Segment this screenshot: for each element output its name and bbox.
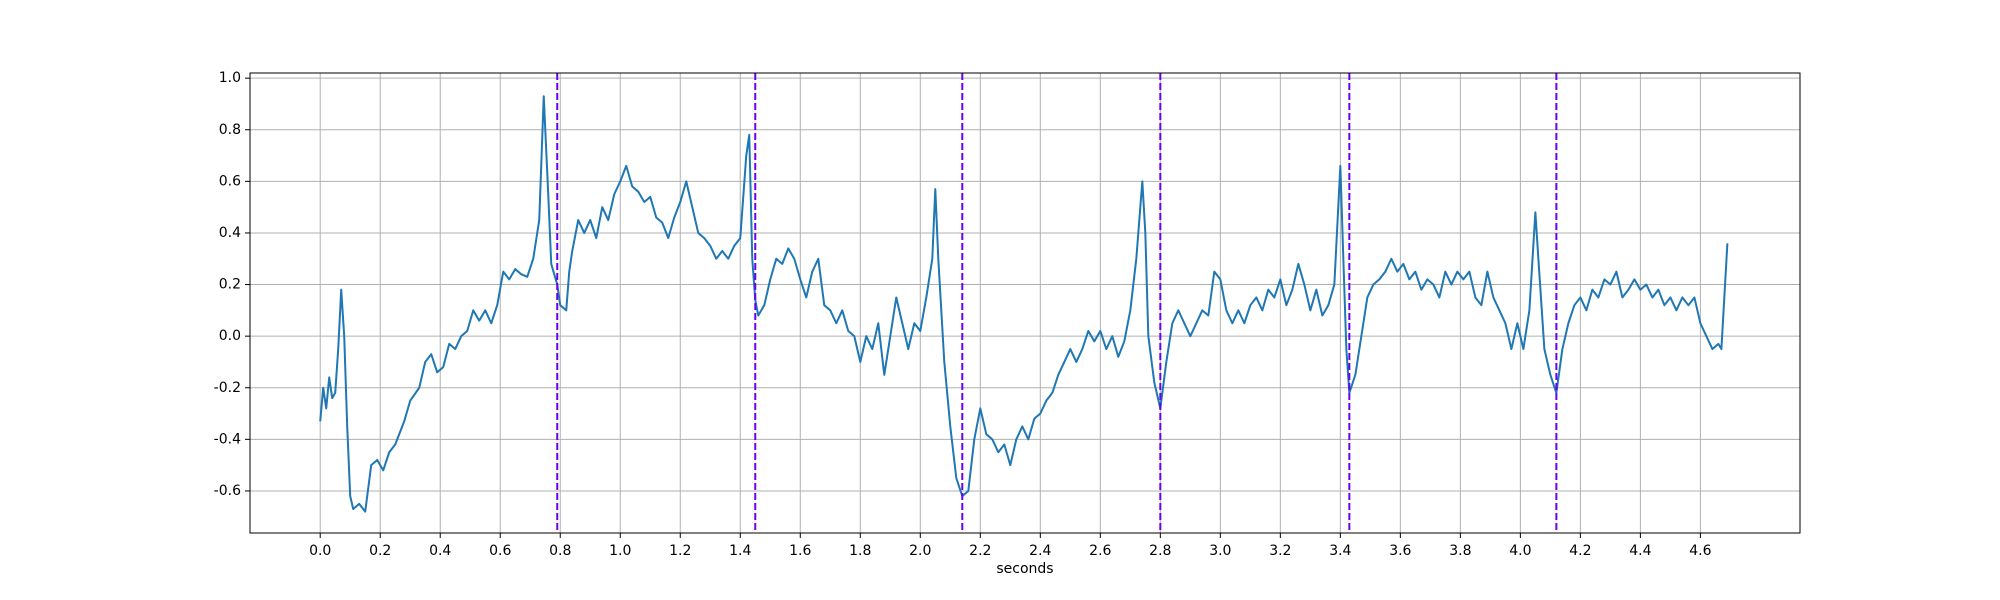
signal-line	[319, 95, 1729, 513]
x-tick-label: 2.2	[969, 543, 991, 559]
x-tick-label: 3.2	[1269, 543, 1291, 559]
y-tick-label: 0.2	[219, 277, 241, 293]
x-tick-label: 3.4	[1329, 543, 1351, 559]
x-tick-label: 2.0	[909, 543, 931, 559]
y-tick-label: 0.8	[219, 122, 241, 138]
x-tick-label: 0.6	[489, 543, 511, 559]
x-tick-label: 1.2	[669, 543, 691, 559]
x-tick-label: 4.2	[1569, 543, 1591, 559]
x-tick-label: 2.4	[1029, 543, 1051, 559]
x-tick-label: 0.0	[309, 543, 331, 559]
y-tick-label: 1.0	[219, 70, 241, 86]
plot-frame	[249, 72, 1801, 534]
x-axis-label: seconds	[996, 561, 1053, 577]
y-tick-label: -0.6	[214, 483, 241, 499]
y-tick-label: 0.4	[219, 225, 241, 241]
x-tick-label: 2.8	[1149, 543, 1171, 559]
y-tick-label: 0.6	[219, 173, 241, 189]
x-tick-label: 0.8	[549, 543, 571, 559]
x-tick-label: 3.6	[1389, 543, 1411, 559]
x-tick-label: 4.4	[1629, 543, 1651, 559]
x-tick-label: 4.6	[1689, 543, 1711, 559]
x-tick-label: 0.4	[429, 543, 451, 559]
y-tick-label: -0.4	[214, 431, 241, 447]
x-tick-label: 3.8	[1449, 543, 1471, 559]
x-tick-label: 2.6	[1089, 543, 1111, 559]
y-tick-label: 0.0	[219, 328, 241, 344]
x-tick-label: 3.0	[1209, 543, 1231, 559]
x-tick-label: 4.0	[1509, 543, 1531, 559]
x-tick-label: 1.4	[729, 543, 751, 559]
x-tick-label: 0.2	[369, 543, 391, 559]
x-tick-label: 1.0	[609, 543, 631, 559]
x-tick-label: 1.6	[789, 543, 811, 559]
x-tick-label: 1.8	[849, 543, 871, 559]
y-tick-label: -0.2	[214, 380, 241, 396]
